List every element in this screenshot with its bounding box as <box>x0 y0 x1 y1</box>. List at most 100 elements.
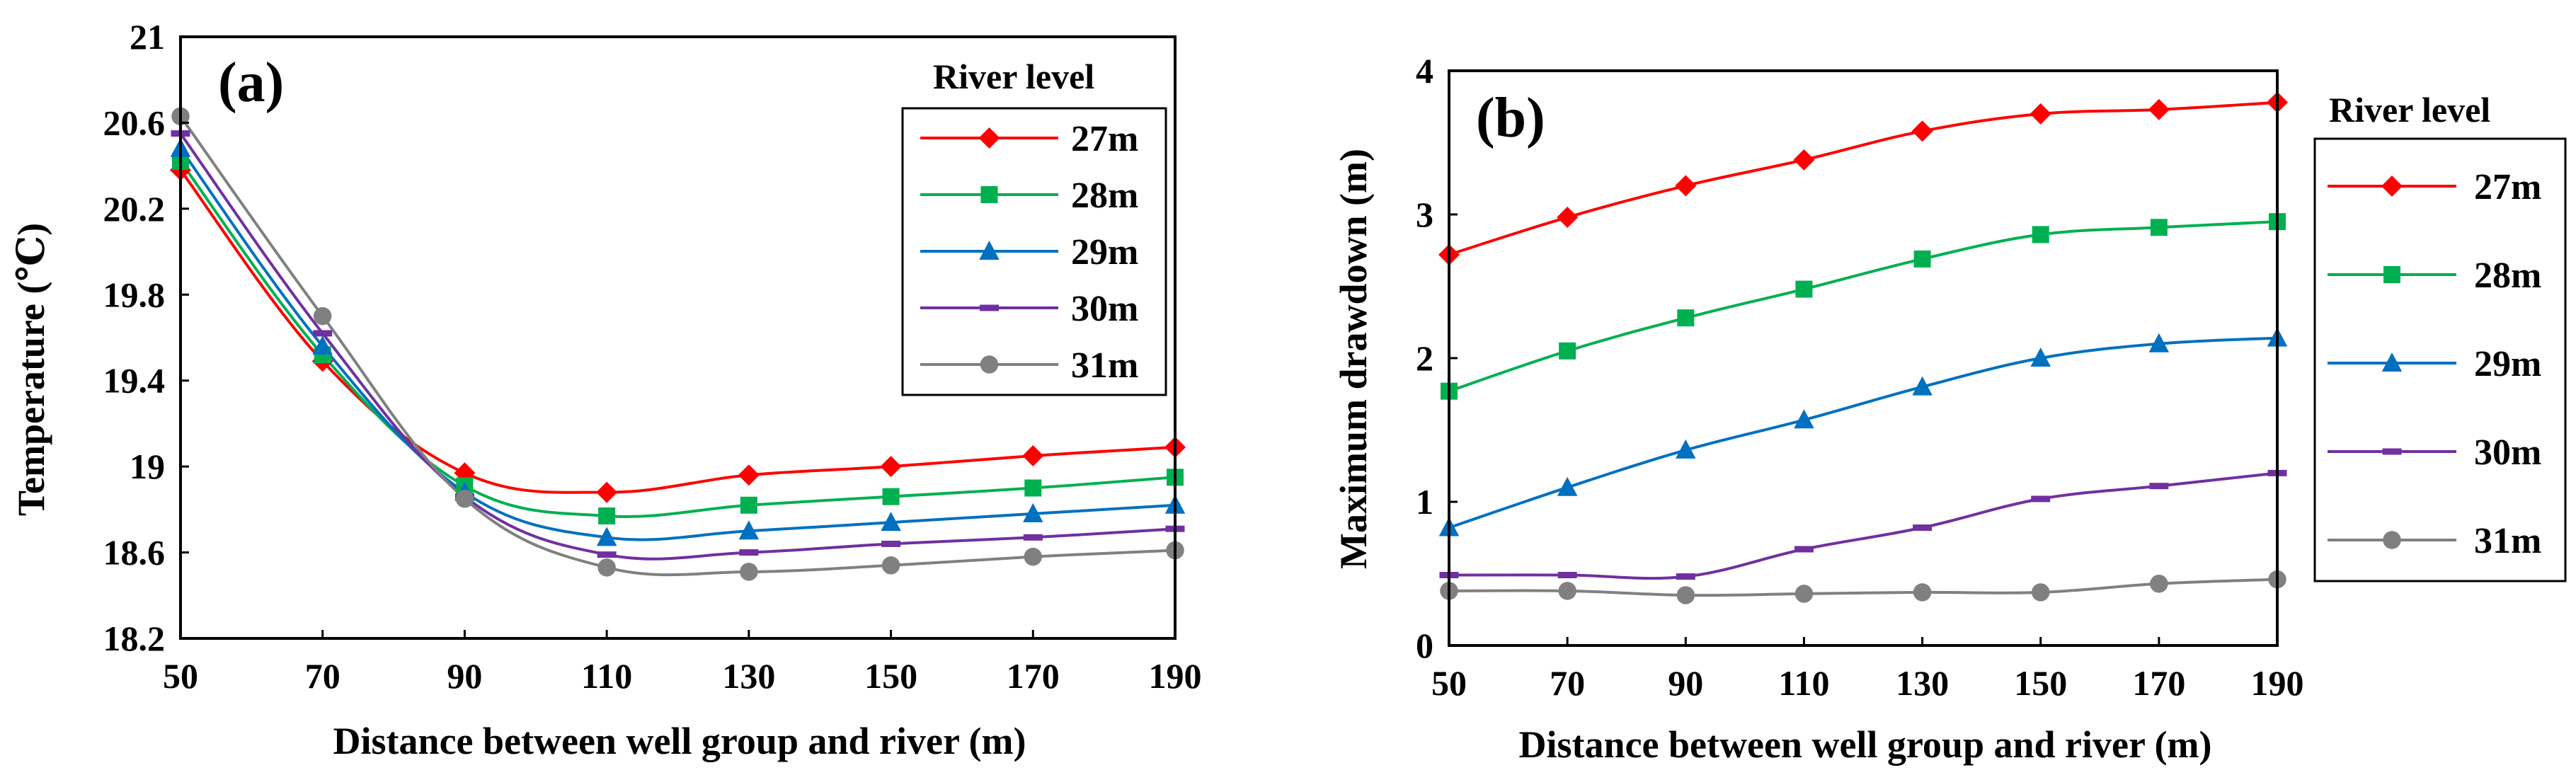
panel-a-point-31m <box>740 563 758 581</box>
panel-a-y-tick-label: 19.4 <box>103 361 166 401</box>
panel-a-legend-marker-29m <box>979 241 1000 260</box>
panel-a-x-tick-label: 70 <box>305 656 340 696</box>
panel-b-legend-marker-31m <box>2383 531 2401 549</box>
panel-b-point-27m <box>2148 98 2170 120</box>
panel-a-point-30m <box>1023 534 1043 541</box>
panel-b-point-29m <box>1912 376 1933 396</box>
panel-b-x-tick-label: 110 <box>1778 663 1829 703</box>
panel-b-point-29m <box>1557 476 1578 496</box>
panel-b-point-31m <box>1676 586 1695 604</box>
panel-b-legend-marker-27m <box>2381 176 2403 197</box>
panel-b-point-29m <box>1794 409 1814 429</box>
panel-a-legend-label-28m: 28m <box>1071 176 1138 216</box>
panel-b-y-tick-label: 2 <box>1416 338 1433 378</box>
panel-a-plot-frame <box>179 35 1177 640</box>
panel-b-point-31m <box>1913 583 1932 602</box>
panel-a-point-29m <box>738 520 760 540</box>
panel-b-y-axis-title: Maximum drawdown (m) <box>1332 149 1375 569</box>
panel-b-point-28m <box>1677 309 1695 327</box>
panel-b-point-31m <box>2031 583 2050 602</box>
panel-b-point-27m <box>1911 120 1933 142</box>
panel-b-legend-box <box>2313 137 2567 582</box>
panel-b-series-line-30m <box>1448 471 2278 580</box>
panel-a-point-29m <box>881 512 901 532</box>
panel-a-legend-title: River level <box>933 57 1094 96</box>
panel-a-x-tick-label: 50 <box>163 656 198 696</box>
panel-b-point-31m <box>1794 585 1814 603</box>
panel-b-point-31m <box>2150 574 2168 593</box>
panel-a-point-27m <box>880 456 902 478</box>
panel-a-legend-label-30m: 30m <box>1071 289 1138 329</box>
panel-b-legend-marker-29m <box>2381 352 2403 372</box>
panel-b-point-30m <box>1676 573 1695 580</box>
panel-a-point-31m <box>313 306 332 326</box>
panel-b-plot-frame <box>1448 69 2279 647</box>
panel-b-y-tick-label: 1 <box>1416 482 1433 522</box>
panel-a-y-axis-title: Temperature (℃) <box>10 223 52 516</box>
panel-a-point-31m <box>1024 547 1043 566</box>
panel-b-legend-title: River level <box>2329 90 2490 130</box>
panel-b-y-tick-label: 3 <box>1416 195 1433 234</box>
panel-b-point-28m <box>2032 226 2049 243</box>
panel-a-point-29m <box>596 527 617 546</box>
panel-b-x-tick-label: 50 <box>1431 663 1467 703</box>
panel-a-y-tick-label: 19 <box>130 447 165 486</box>
panel-b-series-line-29m <box>1448 336 2278 529</box>
panel-b-point-30m <box>2149 483 2169 490</box>
panel-b-point-29m <box>2030 348 2051 367</box>
panel-b-point-31m <box>1558 582 1576 600</box>
panel-b-point-28m <box>1795 280 1813 298</box>
panel-b-legend-label-31m: 31m <box>2474 521 2541 561</box>
panel-a-x-axis-title: Distance between well group and river (m… <box>333 720 1026 762</box>
panel-b-point-30m <box>2031 495 2051 503</box>
panel-b-point-28m <box>1559 342 1576 360</box>
panel-b-legend-label-30m: 30m <box>2474 432 2541 473</box>
panel-b-legend-label-29m: 29m <box>2474 344 2541 384</box>
panel-a-point-30m <box>739 549 759 556</box>
panel-a-legend-label-29m: 29m <box>1071 232 1138 272</box>
panel-a-label: (a) <box>218 52 284 114</box>
panel-a-y-tick-label: 19.8 <box>103 275 166 314</box>
panel-b-point-30m <box>1913 524 1933 532</box>
panel-b-x-axis-title: Distance between well group and river (m… <box>1519 723 2212 766</box>
panel-b-series-line-27m <box>1448 101 2278 256</box>
panel-b-y-tick-label: 4 <box>1416 51 1433 91</box>
panel-b-legend-label-27m: 27m <box>2474 167 2541 207</box>
panel-a-point-29m <box>312 335 333 355</box>
panel-a-point-27m <box>596 481 618 503</box>
panel-b-point-29m <box>2148 333 2170 352</box>
panel-a-point-27m <box>1022 444 1044 466</box>
panel-a-point-28m <box>882 488 900 505</box>
panel-a-y-tick-label: 20.6 <box>103 103 166 142</box>
panel-b-legend-label-28m: 28m <box>2474 256 2541 296</box>
panel-a-y-tick-label: 18.2 <box>103 619 166 658</box>
panel-a-x-tick-label: 130 <box>722 656 775 696</box>
panel-b-x-tick-label: 70 <box>1550 663 1585 703</box>
panel-a-y-tick-label: 21 <box>130 17 165 57</box>
panel-a-y-tick-label: 18.6 <box>103 533 166 573</box>
panel-b-point-27m <box>1675 175 1697 197</box>
panel-b-point-27m <box>2030 103 2051 125</box>
panel-b-point-30m <box>1557 572 1577 579</box>
panel-a-point-30m <box>881 540 901 547</box>
panel-a-point-31m <box>597 558 616 577</box>
panel-b-point-27m <box>1557 207 1579 229</box>
panel-a-temperature-chart: Temperature (℃) Distance between well gr… <box>10 17 1202 762</box>
panel-a-point-28m <box>598 507 616 524</box>
panel-b-label: (b) <box>1476 87 1545 149</box>
panel-b-drawdown-chart: Maximum drawdown (m) Distance between we… <box>1332 51 2567 766</box>
panel-a-point-30m <box>597 551 617 558</box>
panel-b-series-line-28m <box>1448 220 2278 393</box>
panel-a-legend-marker-31m <box>980 355 999 374</box>
panel-a-legend-label-27m: 27m <box>1071 119 1138 159</box>
panel-b-y-tick-label: 0 <box>1416 626 1433 665</box>
panel-b-series-line-31m <box>1448 578 2278 597</box>
panel-b-point-28m <box>1913 250 1931 268</box>
panel-b-point-29m <box>1676 439 1696 459</box>
panel-a-point-29m <box>1023 503 1043 522</box>
panel-a-y-tick-label: 20.2 <box>103 189 166 229</box>
panel-b-x-tick-label: 170 <box>2132 663 2185 703</box>
panel-b-point-28m <box>2150 219 2168 236</box>
panel-a-x-tick-label: 190 <box>1149 656 1202 696</box>
